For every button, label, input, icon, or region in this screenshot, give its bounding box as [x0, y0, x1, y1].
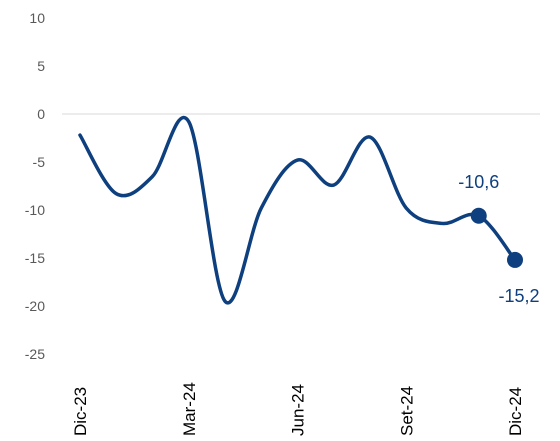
y-axis: 10 5 0 -5 -10 -15 -20 -25 — [25, 10, 45, 362]
y-tick-label: 10 — [29, 10, 45, 26]
y-tick-label: 5 — [37, 58, 45, 74]
y-tick-label: 0 — [37, 106, 45, 122]
x-tick-label: Set-24 — [397, 386, 416, 436]
series-line — [78, 116, 517, 305]
x-tick-label: Dic-24 — [506, 387, 525, 436]
y-tick-label: -25 — [25, 346, 45, 362]
x-axis: Dic-23 Mar-24 Jun-24 Set-24 Dic-24 — [71, 382, 525, 436]
x-tick-label: Jun-24 — [289, 384, 308, 436]
y-tick-label: -20 — [25, 298, 45, 314]
x-tick-label: Dic-23 — [71, 387, 90, 436]
data-point-marker — [507, 251, 523, 268]
data-markers — [470, 207, 523, 268]
data-labels: -10,6 -15,2 — [458, 172, 539, 306]
y-tick-label: -15 — [25, 250, 45, 266]
data-label: -15,2 — [498, 286, 539, 306]
x-tick-label: Mar-24 — [180, 382, 199, 436]
data-point-marker — [470, 207, 487, 224]
data-label: -10,6 — [458, 172, 499, 192]
y-tick-label: -5 — [33, 154, 46, 170]
y-tick-label: -10 — [25, 202, 45, 218]
